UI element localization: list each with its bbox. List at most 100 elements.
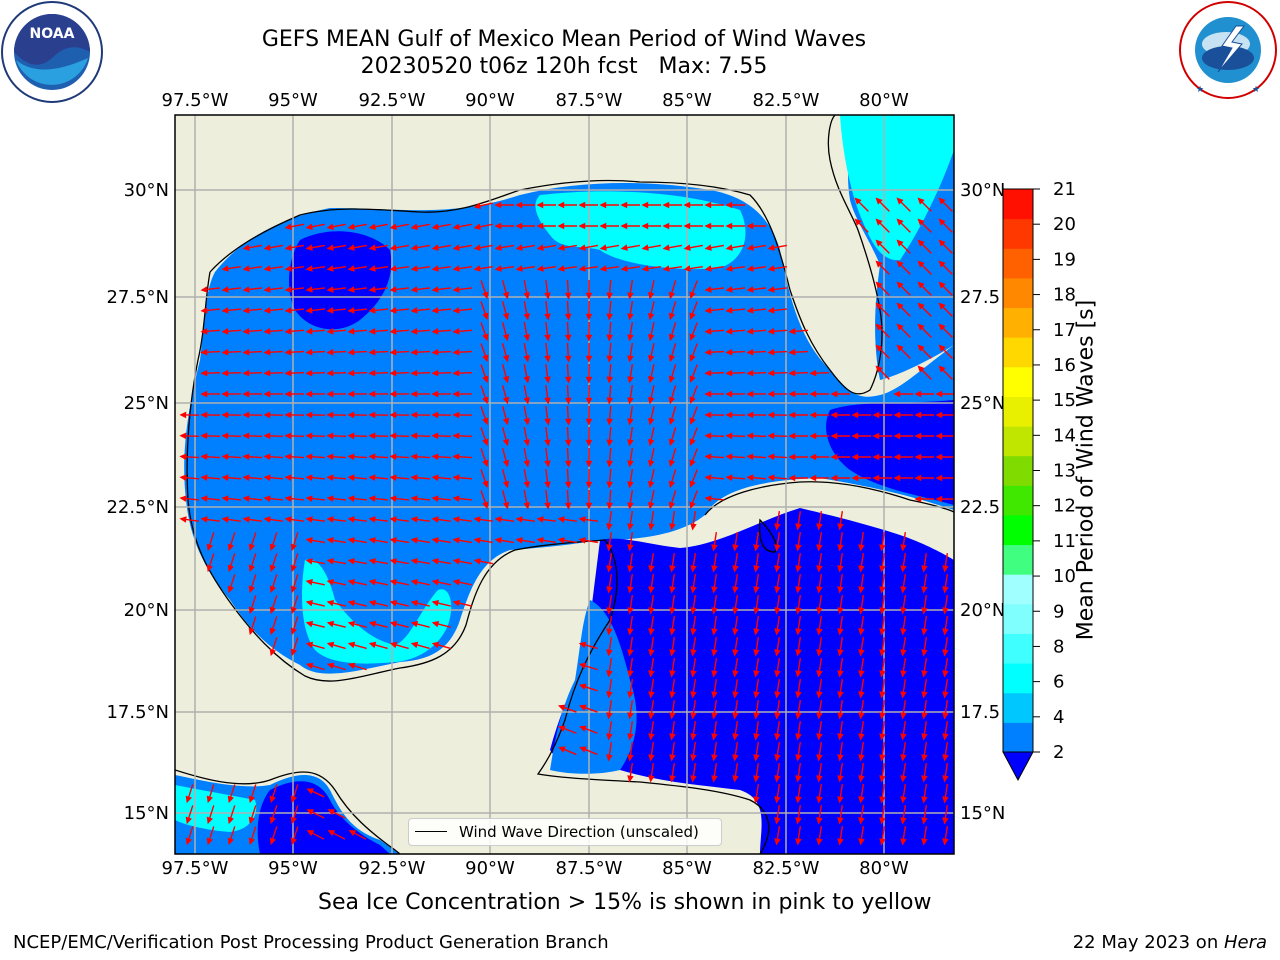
wave-arrow-head (452, 558, 460, 565)
wave-arrow-head (872, 453, 880, 461)
wave-arrow-head (206, 795, 213, 804)
wave-arrow-head (711, 649, 718, 657)
wave-arrow-head (627, 376, 634, 384)
wave-arrow-head (305, 516, 313, 523)
wave-arrow-head (606, 607, 613, 615)
wave-arrow-head (711, 544, 718, 552)
wave-arrow-head (879, 607, 886, 615)
wave-arrow-head (725, 411, 733, 419)
wave-arrow-head (557, 537, 565, 544)
wave-arrow-head (502, 501, 510, 510)
lat-label: 30°N (124, 180, 169, 201)
wave-arrow-head (669, 712, 676, 720)
wave-arrow-head (917, 260, 925, 268)
wave-arrow-head (368, 223, 376, 230)
wave-arrow-head (536, 516, 544, 523)
wave-arrow-head (452, 579, 460, 586)
wave-arrow-head (290, 648, 297, 657)
wave-arrow-head (347, 495, 355, 502)
wave-arrow-head (606, 355, 613, 363)
wave-arrow-head (502, 291, 510, 300)
wave-arrow-head (389, 558, 397, 565)
wave-arrow-head (564, 481, 572, 489)
wave-arrow-head (942, 796, 949, 804)
lon-label: 92.5°W (359, 858, 426, 879)
wave-arrow-head (452, 599, 461, 607)
wave-arrow-head (452, 495, 460, 502)
wave-arrow-head (523, 502, 530, 510)
wave-arrow-head (305, 579, 313, 586)
wave-arrow-head (690, 607, 697, 615)
wave-arrow-head (326, 579, 334, 586)
wave-arrow-head (305, 599, 314, 607)
wave-arrow-head (711, 670, 718, 678)
wave-arrow-head (858, 733, 865, 741)
wave-arrow-head (921, 817, 928, 825)
wave-arrow-head (515, 537, 523, 544)
wave-arrow-head (200, 286, 208, 293)
lat-label: 20°N (960, 600, 1005, 621)
wave-arrow-head (938, 218, 946, 226)
wave-arrow-head (269, 606, 276, 615)
wave-arrow-head (431, 620, 440, 628)
wave-arrow-head (263, 328, 271, 335)
wave-arrow-head (668, 417, 676, 426)
wave-arrow-head (767, 369, 775, 377)
wave-arrow-head (179, 474, 187, 481)
wave-arrow-head (669, 607, 676, 615)
wave-arrow-head (389, 432, 397, 440)
wave-arrow-head (627, 691, 634, 699)
wave-arrow-head (668, 375, 676, 384)
wave-arrow-head (305, 348, 313, 356)
wave-arrow-head (830, 411, 838, 419)
wave-arrow-head (269, 837, 276, 846)
wave-arrow-head (854, 197, 862, 205)
wave-arrow-head (557, 222, 565, 230)
noaa-logo: NOAA (1, 1, 103, 103)
wave-arrow-head (410, 579, 418, 586)
wave-arrow-head (690, 775, 697, 783)
wave-arrow-head (879, 775, 886, 783)
wave-arrow-head (263, 369, 271, 377)
wave-arrow-head (452, 328, 460, 335)
wave-arrow-head (410, 307, 418, 314)
wave-arrow-head (431, 599, 440, 607)
wave-arrow-head (284, 390, 292, 398)
wave-arrow-head (689, 396, 696, 404)
wave-arrow-head (494, 537, 502, 544)
wave-arrow-head (368, 432, 376, 440)
wave-arrow-head (606, 691, 613, 699)
wave-arrow-head (668, 480, 676, 489)
wave-arrow-head (900, 544, 907, 552)
wave-arrow-head (284, 453, 292, 461)
wave-arrow-head (284, 369, 292, 377)
wave-arrow-head (269, 585, 276, 594)
wave-arrow-head (263, 411, 271, 419)
wave-arrow-head (704, 474, 712, 481)
wave-arrow-head (788, 432, 796, 440)
wave-arrow-head (938, 365, 946, 373)
wave-arrow-head (893, 453, 901, 461)
wave-arrow-head (606, 670, 613, 678)
wave-arrow-head (284, 265, 292, 272)
wave-arrow-head (896, 323, 904, 331)
wave-arrow-head (585, 292, 593, 300)
lon-label: 97.5°W (162, 858, 229, 879)
wave-arrow-head (306, 809, 315, 816)
wave-arrow-head (900, 796, 907, 804)
wave-arrow-head (558, 704, 566, 711)
wave-arrow-head (858, 838, 865, 846)
wave-arrow-head (627, 292, 634, 300)
wave-arrow-head (305, 558, 313, 565)
wave-arrow-head (523, 313, 530, 321)
wave-arrow-head (227, 564, 234, 573)
wave-arrow-head (410, 620, 419, 628)
wave-arrow-head (305, 411, 313, 419)
wave-arrow-head (837, 523, 844, 531)
wave-arrow-head (579, 746, 587, 753)
wave-arrow-head (482, 333, 489, 342)
wave-arrow-head (585, 502, 593, 510)
wave-arrow-head (179, 432, 187, 440)
wave-arrow-head (290, 837, 297, 846)
wave-arrow-head (921, 607, 928, 615)
